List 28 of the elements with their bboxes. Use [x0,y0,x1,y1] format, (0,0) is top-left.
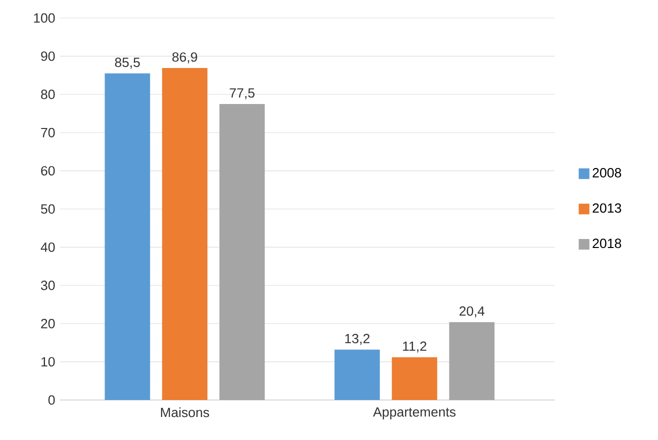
data-label: 20,4 [460,306,484,318]
y-tick-label: 70 [41,128,55,138]
bar [334,350,380,400]
data-label: 85,5 [115,58,140,69]
legend-label: 2013 [592,203,622,213]
y-tick-label: 80 [41,90,55,100]
y-tick-label: 60 [41,166,55,176]
y-tick-label: 40 [40,242,55,252]
legend-label: 2018 [592,238,622,248]
y-tick-label: 30 [40,280,55,290]
data-label: 77,5 [230,88,255,100]
y-tick-label: 50 [41,204,55,214]
y-tick-label: 10 [41,357,55,367]
x-tick-label: Maisons [161,407,210,418]
data-label: 13,2 [345,334,370,345]
y-tick-label: 0 [48,395,55,405]
bar [162,68,208,400]
bar [104,73,150,400]
x-tick-label: Appartements [373,407,456,420]
bar [392,357,438,400]
data-label: 11,2 [403,341,426,353]
bar [219,104,265,400]
legend-label: 2008 [592,168,622,178]
data-label: 86,9 [172,52,198,64]
y-tick-label: 90 [41,51,55,61]
y-tick-label: 20 [41,318,55,328]
y-tick-label: 100 [34,13,55,23]
bar [449,322,495,400]
